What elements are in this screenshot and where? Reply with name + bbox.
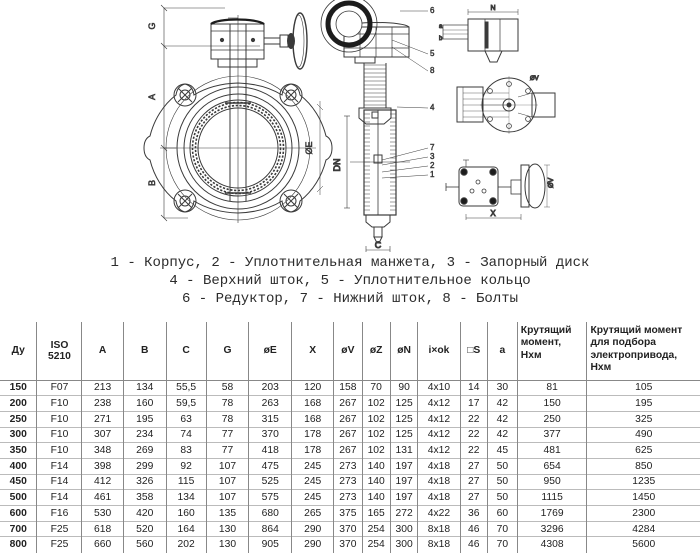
svg-text:7: 7 <box>430 143 435 152</box>
svg-text:2: 2 <box>430 161 435 170</box>
svg-text:ØE: ØE <box>304 141 314 154</box>
svg-text:8: 8 <box>430 66 435 75</box>
svg-text:ØV: ØV <box>548 178 555 188</box>
svg-text:4 - Верхний шток, 5 - Уплотнит: 4 - Верхний шток, 5 - Уплотнительное кол… <box>169 272 530 289</box>
svg-text:X: X <box>490 209 496 218</box>
svg-text:1 - Корпус, 2 - Уплотнительная: 1 - Корпус, 2 - Уплотнительная манжета, … <box>111 254 590 271</box>
svg-text:B: B <box>147 180 157 186</box>
svg-text:3: 3 <box>430 152 435 161</box>
svg-text:N: N <box>490 5 495 12</box>
svg-text:C: C <box>375 240 382 250</box>
svg-text:6: 6 <box>430 6 435 15</box>
svg-text:4: 4 <box>430 103 435 112</box>
svg-text:5: 5 <box>430 49 435 58</box>
svg-text:DN: DN <box>332 159 342 172</box>
svg-text:ØV: ØV <box>530 76 539 82</box>
svg-text:1: 1 <box>430 170 435 179</box>
svg-text:G: G <box>147 22 157 29</box>
svg-text:6 - Редуктор, 7 - Нижний шток,: 6 - Редуктор, 7 - Нижний шток, 8 - Болты <box>182 290 518 307</box>
svg-text:A: A <box>147 94 157 100</box>
